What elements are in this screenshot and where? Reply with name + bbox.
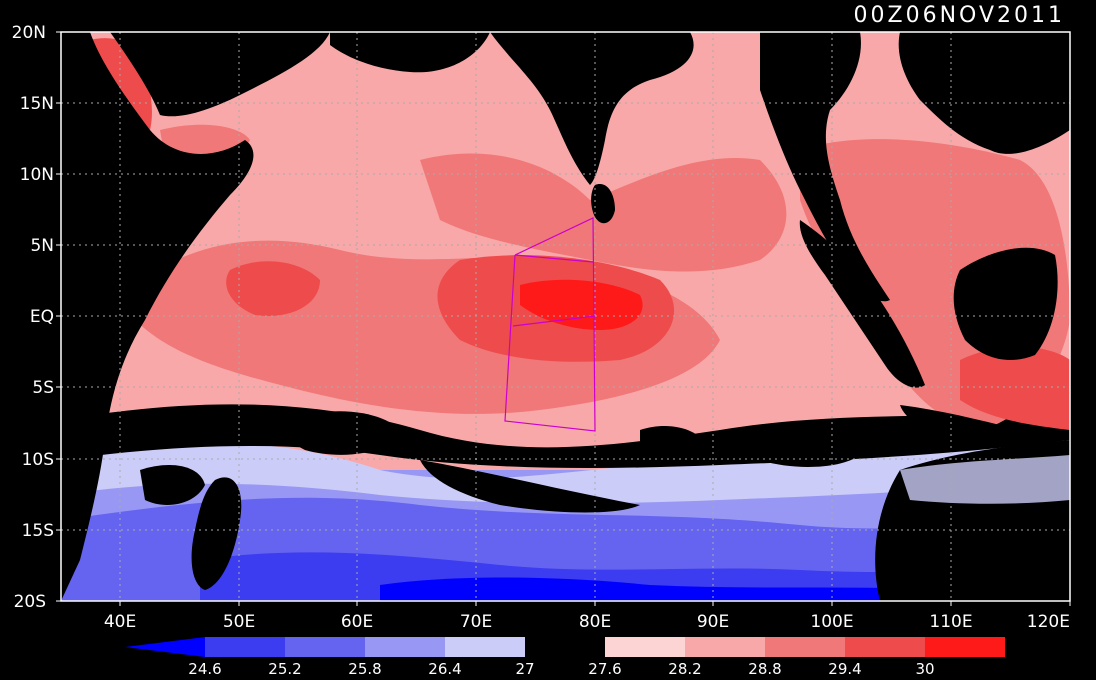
- sri-lanka-land: [591, 184, 615, 224]
- india-land: [490, 32, 694, 185]
- colorbar-label: 25.2: [268, 660, 301, 678]
- lon-label: 80E: [579, 612, 611, 632]
- lon-label: 50E: [223, 612, 255, 632]
- map-title: 00Z06NOV2011: [854, 3, 1065, 28]
- colorbar-label: 24.6: [188, 660, 221, 678]
- indochina-land: [760, 32, 890, 302]
- iran-land: [330, 32, 490, 73]
- hottest-core: [520, 279, 643, 330]
- study-region-outline: [504, 217, 596, 432]
- coldest-band-inner: [380, 577, 950, 601]
- borneo-land: [953, 247, 1058, 360]
- colorbar-swatch: [365, 637, 445, 657]
- colorbar-arrow-left: [125, 637, 205, 657]
- lat-label: 10S: [22, 450, 54, 470]
- patch-27-a: [285, 411, 400, 455]
- lat-label: 5S: [32, 378, 54, 398]
- transition-band: [61, 430, 1070, 504]
- colorbar-swatch: [845, 637, 925, 657]
- colorbar-swatch: [765, 637, 845, 657]
- study-box-line-mid: [512, 315, 596, 327]
- australia-coastal-waters: [900, 455, 1070, 504]
- grid-lines: [61, 32, 1070, 601]
- lon-label: 110E: [929, 612, 972, 632]
- colorbar-swatch: [445, 637, 525, 657]
- colorbar-swatch: [285, 637, 365, 657]
- colorbar-label: 27: [515, 660, 534, 678]
- lon-label: 100E: [810, 612, 853, 632]
- sumatra-land: [799, 220, 925, 388]
- colorbar: [125, 637, 1005, 657]
- colorbar-label: 27.6: [588, 660, 621, 678]
- latitude-labels: 20N 15N 10N 5N EQ 5S 10S 15S 20S: [12, 23, 54, 612]
- lon-label: 120E: [1027, 612, 1070, 632]
- study-box-line-north: [514, 254, 594, 263]
- colorbar-label: 30: [915, 660, 934, 678]
- lon-label: 40E: [104, 612, 136, 632]
- colorbar-swatch: [685, 637, 765, 657]
- lon-label: 70E: [460, 612, 492, 632]
- lon-label: 90E: [697, 612, 729, 632]
- colorbar-swatch: [525, 637, 605, 657]
- vietnam-land: [898, 32, 1070, 154]
- colorbar-label: 26.4: [428, 660, 461, 678]
- colorbar-label: 25.8: [348, 660, 381, 678]
- lat-label: 5N: [30, 236, 54, 256]
- study-box-outer: [504, 217, 596, 432]
- colorbar-swatch: [605, 637, 685, 657]
- colorbar-label: 28.8: [748, 660, 781, 678]
- madagascar-land: [191, 477, 242, 590]
- colorbar-labels: 24.6 25.2 25.8 26.4 27 27.6 28.2 28.8 29…: [188, 660, 934, 678]
- lat-label: 10N: [20, 165, 54, 185]
- patch-27-e: [140, 465, 205, 505]
- colorbar-swatch: [925, 637, 1005, 657]
- lat-label: 15S: [22, 521, 54, 541]
- tick-marks: [56, 31, 1071, 606]
- longitude-labels: 40E 50E 60E 70E 80E 90E 100E 110E 120E: [104, 612, 1070, 632]
- java-land: [900, 405, 1020, 439]
- patch-27-b: [640, 425, 705, 457]
- lon-label: 60E: [341, 612, 373, 632]
- lat-label: 20N: [12, 23, 46, 43]
- hot-patch-west: [226, 261, 320, 316]
- lat-label: EQ: [30, 307, 54, 327]
- colorbar-swatch: [205, 637, 285, 657]
- hot-patch-east: [960, 346, 1070, 430]
- patch-27-d: [420, 460, 640, 513]
- arabia-land: [110, 32, 330, 117]
- lat-label: 15N: [20, 94, 54, 114]
- colorbar-label: 28.2: [668, 660, 701, 678]
- colorbar-label: 29.4: [828, 660, 861, 678]
- lat-label: 20S: [14, 592, 46, 612]
